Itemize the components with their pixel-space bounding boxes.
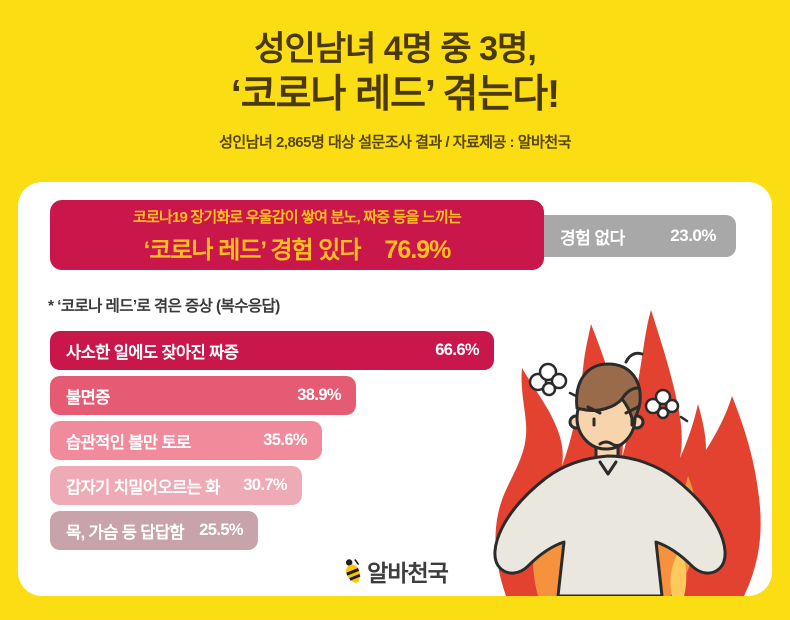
symptom-label: 불면증 xyxy=(66,388,110,407)
symptom-bar-row: 목, 가슴 등 답답함 25.5% xyxy=(50,511,494,550)
not-experienced-label: 경험 없다 xyxy=(560,228,625,248)
chart-note: * ‘코로나 레드’로 겪은 증상 (복수응답) xyxy=(48,298,280,315)
symptom-bar: 목, 가슴 등 답답함 25.5% xyxy=(50,511,258,550)
experienced-desc: 코로나19 장기화로 우울감이 쌓여 분노, 짜증 등을 느끼는 xyxy=(132,208,462,226)
symptom-bar-row: 습관적인 불만 토로 35.6% xyxy=(50,421,494,460)
survey-subtitle: 성인남녀 2,865명 대상 설문조사 결과 / 자료제공 : 알바천국 xyxy=(219,133,571,151)
experienced-bar: 코로나19 장기화로 우울감이 쌓여 분노, 짜증 등을 느끼는 ‘코로나 레드… xyxy=(50,200,544,270)
symptom-bar: 습관적인 불만 토로 35.6% xyxy=(50,421,322,460)
logo-text: 알바천국 xyxy=(367,560,449,586)
symptom-label: 목, 가슴 등 답답함 xyxy=(66,523,185,542)
not-experienced-bar: 경험 없다 23.0% xyxy=(538,215,736,257)
experienced-value: 76.9% xyxy=(384,235,451,264)
experienced-label: ‘코로나 레드’ 경험 있다 xyxy=(143,236,362,264)
symptom-bars: 사소한 일에도 잦아진 짜증 66.6% 불면증 38.9% 습관적인 불만 토로 35.… xyxy=(50,331,494,556)
steam-puff-icon xyxy=(644,388,689,423)
bee-icon xyxy=(345,559,361,583)
symptom-bar: 사소한 일에도 잦아진 짜증 66.6% xyxy=(50,331,494,370)
not-experienced-value: 23.0% xyxy=(670,226,716,245)
symptom-value: 35.6% xyxy=(263,431,307,449)
survey-result-card: 코로나19 장기화로 우울감이 쌓여 분노, 짜증 등을 느끼는 ‘코로나 레드… xyxy=(18,182,772,596)
angry-person-fire-illustration xyxy=(493,310,761,596)
angry-person xyxy=(493,351,727,596)
symptom-value: 38.9% xyxy=(297,386,341,404)
page-title-line1: 성인남녀 4명 중 3명, xyxy=(254,30,537,68)
flame-yellow-core xyxy=(670,550,687,596)
symptom-value: 25.5% xyxy=(199,521,243,539)
symptom-bar: 갑자기 치밀어오르는 화 30.7% xyxy=(50,466,302,505)
symptom-bar-row: 불면증 38.9% xyxy=(50,376,494,415)
infographic-header: 성인남녀 4명 중 3명, ‘코로나 레드’ 겪는다! 성인남녀 2,865명 … xyxy=(0,0,790,152)
symptom-bar-row: 갑자기 치밀어오르는 화 30.7% xyxy=(50,466,494,505)
symptom-label: 갑자기 치밀어오르는 화 xyxy=(66,478,220,497)
page-title-line2: ‘코로나 레드’ 겪는다! xyxy=(230,73,560,117)
symptom-label: 습관적인 불만 토로 xyxy=(66,433,191,452)
symptom-label: 사소한 일에도 잦아진 짜증 xyxy=(66,343,239,362)
albacheonguk-logo: 알바천국 xyxy=(342,554,449,588)
symptom-value: 30.7% xyxy=(243,476,287,494)
steam-puff-icon xyxy=(528,362,580,399)
symptom-bar: 불면증 38.9% xyxy=(50,376,356,415)
symptom-value: 66.6% xyxy=(435,341,479,359)
symptom-bar-row: 사소한 일에도 잦아진 짜증 66.6% xyxy=(50,331,494,370)
